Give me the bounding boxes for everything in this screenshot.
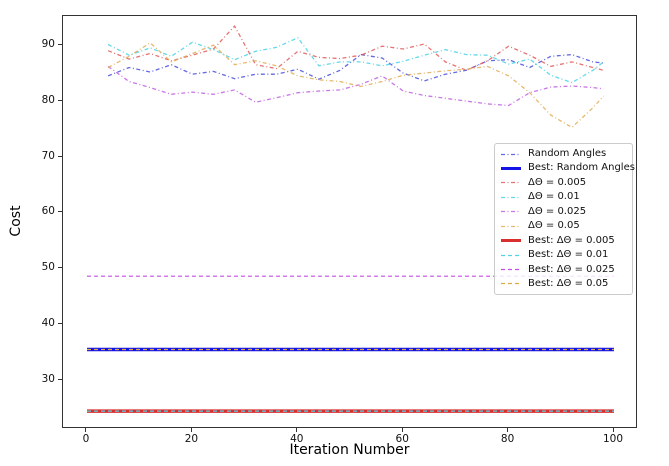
legend-item-d01: ΔΘ = 0.01 <box>501 192 626 202</box>
legend-item-best_d01: Best: ΔΘ = 0.01 <box>501 250 626 260</box>
y-tick-mark <box>58 155 62 157</box>
series-d01 <box>107 36 604 84</box>
x-tick-label: 40 <box>290 433 304 445</box>
legend-item-d025: ΔΘ = 0.025 <box>501 205 626 217</box>
legend-label: Best: ΔΘ = 0.05 <box>528 277 609 289</box>
legend: Random Angles Best: Random Angles ΔΘ = 0.0… <box>494 143 635 295</box>
legend-swatch-best_random_angles <box>501 166 521 170</box>
y-tick-label: 80 <box>41 93 55 106</box>
chart-canvas <box>87 24 614 413</box>
legend-item-best_d025: Best: ΔΘ = 0.025 <box>501 263 626 275</box>
legend-swatch-best_d025 <box>501 268 521 271</box>
legend-swatch-d01 <box>501 196 521 198</box>
x-tick-mark <box>190 428 192 432</box>
x-tick-mark <box>85 428 87 432</box>
y-tick-mark <box>58 211 62 213</box>
y-tick-label: 70 <box>41 149 55 162</box>
y-tick-mark <box>58 379 62 381</box>
legend-item-d005: ΔΘ = 0.005 <box>501 176 626 188</box>
y-tick-mark <box>58 43 62 45</box>
y-tick-label: 60 <box>41 205 55 218</box>
x-tick-mark <box>507 428 509 432</box>
x-tick-mark <box>296 428 298 432</box>
legend-item-d05: ΔΘ = 0.05 <box>501 221 626 231</box>
x-tick-label: 0 <box>82 433 90 445</box>
x-axis-label: Iteration Number <box>289 442 410 458</box>
y-tick-label: 40 <box>41 317 55 330</box>
x-tick-mark <box>612 428 614 432</box>
legend-item-best_random_angles: Best: Random Angles <box>501 163 635 173</box>
y-tick-label: 30 <box>41 373 55 386</box>
x-tick-label: 100 <box>602 433 624 445</box>
y-axis-label: Cost <box>8 205 24 237</box>
y-tick-label: 50 <box>41 261 55 274</box>
legend-swatch-best_d01 <box>501 254 521 256</box>
legend-item-best_d005: Best: ΔΘ = 0.005 <box>501 234 626 246</box>
x-tick-label: 80 <box>500 433 515 445</box>
x-tick-label: 60 <box>395 433 409 445</box>
y-tick-mark <box>58 267 62 269</box>
series-d05 <box>107 42 604 129</box>
legend-swatch-d05 <box>501 225 521 227</box>
series-d005 <box>107 24 604 72</box>
x-tick-label: 20 <box>184 433 199 445</box>
legend-label: ΔΘ = 0.005 <box>528 176 587 188</box>
legend-swatch-best_d05 <box>501 283 521 285</box>
x-tick-mark <box>401 428 403 432</box>
legend-label: Best: ΔΘ = 0.005 <box>528 234 615 246</box>
legend-label: ΔΘ = 0.025 <box>528 205 587 217</box>
y-tick-mark <box>58 323 62 325</box>
legend-label: Random Angles <box>528 148 607 159</box>
series-d025 <box>107 65 604 107</box>
y-tick-mark <box>58 99 62 101</box>
legend-swatch-d005 <box>501 182 521 184</box>
legend-item-random_angles: Random Angles <box>501 149 626 159</box>
legend-label: ΔΘ = 0.01 <box>528 191 580 203</box>
legend-swatch-d025 <box>501 211 521 213</box>
y-tick-label: 90 <box>41 37 55 50</box>
legend-label: ΔΘ = 0.05 <box>528 220 580 232</box>
legend-label: Best: ΔΘ = 0.01 <box>528 249 609 261</box>
legend-label: Best: Random Angles <box>528 162 635 174</box>
legend-label: Best: ΔΘ = 0.025 <box>528 263 615 275</box>
legend-swatch-random_angles <box>501 153 521 155</box>
legend-item-best_d05: Best: ΔΘ = 0.05 <box>501 277 626 289</box>
series-random_angles <box>107 53 604 82</box>
legend-swatch-best_d005 <box>501 239 521 243</box>
